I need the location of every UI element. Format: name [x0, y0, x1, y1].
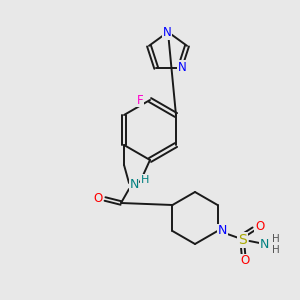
Text: H: H: [272, 245, 279, 255]
Text: O: O: [255, 220, 264, 233]
Text: O: O: [240, 254, 249, 268]
Text: S: S: [238, 233, 247, 247]
Text: O: O: [93, 193, 103, 206]
Text: H: H: [141, 175, 149, 185]
Text: F: F: [137, 94, 143, 106]
Text: N: N: [177, 61, 186, 74]
Text: N: N: [218, 224, 227, 238]
Text: N: N: [260, 238, 269, 250]
Text: N: N: [129, 178, 139, 191]
Text: N: N: [163, 26, 171, 40]
Text: H: H: [272, 234, 279, 244]
